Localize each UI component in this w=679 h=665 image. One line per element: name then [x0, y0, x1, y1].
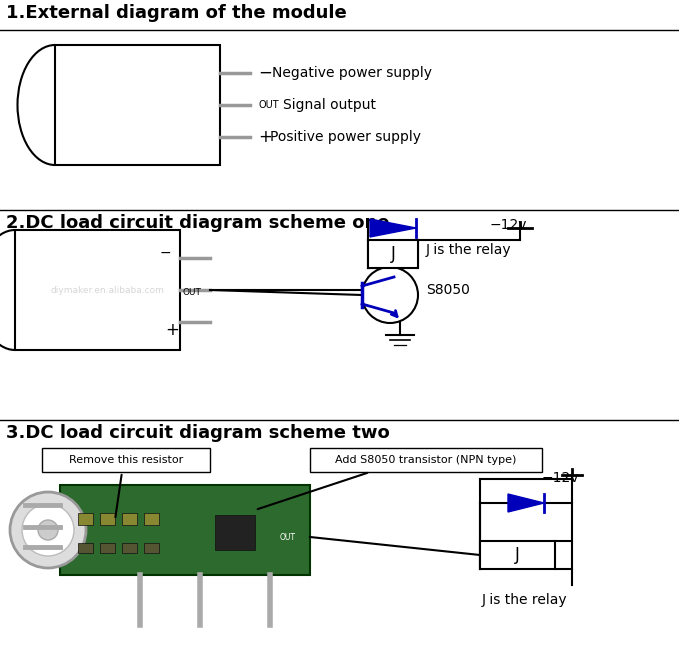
Circle shape	[38, 520, 58, 540]
Text: Remove this resistor: Remove this resistor	[69, 455, 183, 465]
Text: J is the relay: J is the relay	[482, 593, 568, 607]
Bar	[122, 513, 137, 525]
Text: J: J	[390, 245, 395, 263]
Circle shape	[362, 267, 418, 323]
Bar	[100, 543, 115, 553]
Text: Add S8050 transistor (NPN type): Add S8050 transistor (NPN type)	[335, 455, 517, 465]
Bar	[122, 543, 137, 553]
Text: OUT: OUT	[280, 533, 296, 541]
Bar	[60, 485, 310, 575]
Bar	[55, 45, 220, 165]
Bar	[480, 541, 555, 569]
Text: OUT: OUT	[258, 100, 278, 110]
Bar	[15, 230, 180, 350]
Text: S8050: S8050	[426, 283, 470, 297]
Text: 3.DC load circuit diagram scheme two: 3.DC load circuit diagram scheme two	[6, 424, 390, 442]
Bar	[42, 448, 210, 472]
Text: −12v: −12v	[490, 218, 528, 232]
Text: −: −	[160, 246, 172, 260]
Text: J is the relay: J is the relay	[426, 243, 511, 257]
Text: 1.External diagram of the module: 1.External diagram of the module	[6, 4, 347, 22]
Circle shape	[22, 504, 74, 556]
Bar	[100, 513, 115, 525]
Bar	[78, 513, 93, 525]
Text: Negative power supply: Negative power supply	[272, 66, 432, 80]
Text: −: −	[258, 64, 272, 82]
Text: +: +	[258, 128, 272, 146]
Bar	[144, 543, 159, 553]
Bar	[215, 515, 255, 550]
Text: diymaker.en.alibaba.com: diymaker.en.alibaba.com	[50, 285, 164, 295]
Polygon shape	[370, 219, 416, 237]
Bar	[310, 448, 542, 472]
Text: J: J	[515, 546, 520, 564]
Text: Positive power supply: Positive power supply	[270, 130, 421, 144]
Circle shape	[10, 492, 86, 568]
Text: −12v: −12v	[542, 471, 579, 485]
Bar	[144, 513, 159, 525]
Polygon shape	[508, 494, 544, 512]
Bar	[78, 543, 93, 553]
Text: 2.DC load circuit diagram scheme one: 2.DC load circuit diagram scheme one	[6, 214, 390, 232]
Text: Signal output: Signal output	[283, 98, 376, 112]
Bar	[368, 240, 418, 268]
Text: +: +	[165, 321, 179, 339]
Text: OUT: OUT	[182, 287, 201, 297]
